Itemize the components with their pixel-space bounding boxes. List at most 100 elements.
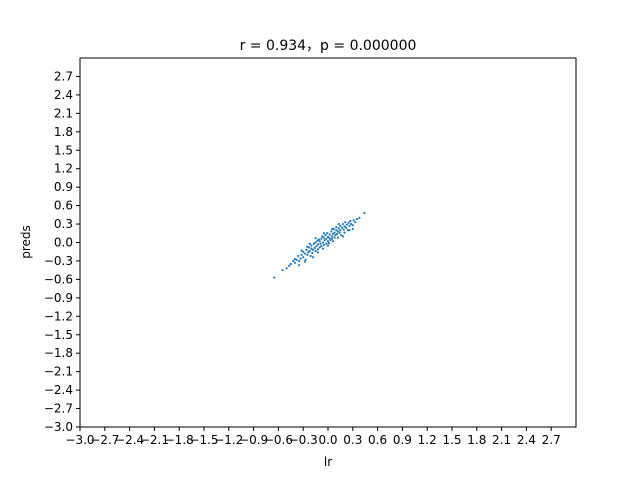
x-tick-label: −2.1 — [140, 433, 169, 447]
data-point — [349, 219, 352, 223]
data-point — [310, 247, 313, 250]
data-point — [292, 259, 295, 263]
data-point — [341, 222, 344, 226]
y-tick-label: 0.3 — [54, 217, 73, 231]
x-tick-label: 1.8 — [467, 433, 486, 447]
data-point — [306, 253, 309, 256]
data-point — [336, 236, 340, 239]
chart-title: r = 0.934，p = 0.000000 — [240, 38, 417, 54]
data-point — [320, 237, 323, 240]
data-point — [305, 248, 308, 251]
data-point — [333, 236, 336, 239]
data-point — [331, 235, 334, 238]
data-point — [355, 218, 359, 221]
data-point — [316, 239, 319, 242]
data-point — [339, 224, 342, 227]
data-point — [340, 234, 343, 237]
data-point — [351, 224, 354, 227]
data-point — [345, 223, 349, 226]
x-tick-label: 2.4 — [517, 433, 536, 447]
data-point — [316, 243, 320, 246]
x-tick-label: −1.5 — [189, 433, 218, 447]
data-point — [316, 251, 320, 254]
data-point — [300, 249, 303, 252]
data-point — [320, 245, 323, 248]
y-tick-label: 1.2 — [54, 162, 73, 176]
data-point — [325, 242, 328, 245]
x-tick-label: 0.9 — [393, 433, 412, 447]
data-point — [306, 245, 309, 248]
data-point — [322, 243, 325, 247]
x-tick-label: −0.6 — [264, 433, 293, 447]
data-point — [323, 238, 326, 242]
data-point — [285, 267, 288, 270]
data-point — [311, 251, 314, 255]
data-point — [331, 227, 334, 231]
data-point — [321, 235, 324, 238]
data-point — [297, 254, 300, 258]
data-point — [326, 244, 330, 247]
data-point — [299, 257, 302, 260]
data-point — [309, 254, 312, 258]
data-point — [297, 264, 301, 267]
data-point — [325, 237, 328, 240]
data-point — [315, 245, 318, 248]
data-point — [350, 222, 353, 226]
data-point — [322, 232, 325, 235]
y-tick-label: −0.9 — [44, 291, 73, 305]
data-point — [312, 256, 315, 259]
y-tick-label: −1.8 — [44, 346, 73, 360]
y-tick-label: 2.7 — [54, 69, 73, 83]
y-tick-label: −1.5 — [44, 328, 73, 342]
x-tick-label: −0.9 — [239, 433, 268, 447]
x-tick-label: −1.2 — [214, 433, 243, 447]
data-point — [335, 232, 339, 235]
data-point — [288, 264, 291, 267]
y-tick-label: −0.6 — [44, 272, 73, 286]
data-point — [331, 232, 335, 235]
data-point — [327, 242, 330, 245]
x-tick-label: −0.3 — [289, 433, 318, 447]
y-tick-label: 1.8 — [54, 125, 73, 139]
data-points — [273, 211, 366, 279]
data-point — [348, 224, 351, 227]
data-point — [337, 227, 340, 230]
x-tick-label: 0.0 — [318, 433, 337, 447]
data-point — [339, 229, 342, 232]
data-point — [328, 237, 331, 240]
data-point — [354, 221, 357, 224]
data-point — [273, 276, 276, 279]
data-point — [310, 244, 313, 247]
x-tick-label: −2.7 — [90, 433, 119, 447]
data-point — [335, 226, 338, 229]
data-point — [314, 250, 317, 253]
x-tick-label: 0.3 — [343, 433, 362, 447]
x-tick-label: −1.8 — [165, 433, 194, 447]
data-point — [348, 229, 351, 232]
data-point — [297, 259, 301, 263]
y-tick-label: −2.4 — [44, 383, 73, 397]
y-tick-label: 0.9 — [54, 180, 73, 194]
data-point — [316, 248, 320, 251]
data-point — [289, 262, 292, 266]
data-point — [314, 241, 317, 244]
y-tick-label: 0.6 — [54, 199, 73, 213]
data-point — [293, 258, 297, 261]
x-tick-label: 2.1 — [492, 433, 511, 447]
x-axis-label: lr — [324, 455, 332, 469]
data-point — [352, 219, 355, 222]
data-point — [345, 226, 348, 229]
data-point — [329, 238, 332, 242]
x-tick-label: 2.7 — [542, 433, 561, 447]
y-tick-label: 0.0 — [54, 236, 73, 250]
data-point — [358, 216, 361, 219]
x-tick-label: −2.4 — [115, 433, 144, 447]
y-tick-label: 2.4 — [54, 88, 73, 102]
x-tick-label: 1.5 — [442, 433, 461, 447]
y-tick-label: 1.5 — [54, 143, 73, 157]
data-point — [326, 232, 329, 235]
y-axis-ticks: −3.0 −2.7 −2.4 −2.1 −1.8 −1.5 −1.2 −0.9 −0.6 −0.3… — [44, 69, 80, 434]
data-point — [318, 240, 321, 243]
data-point — [326, 235, 330, 239]
